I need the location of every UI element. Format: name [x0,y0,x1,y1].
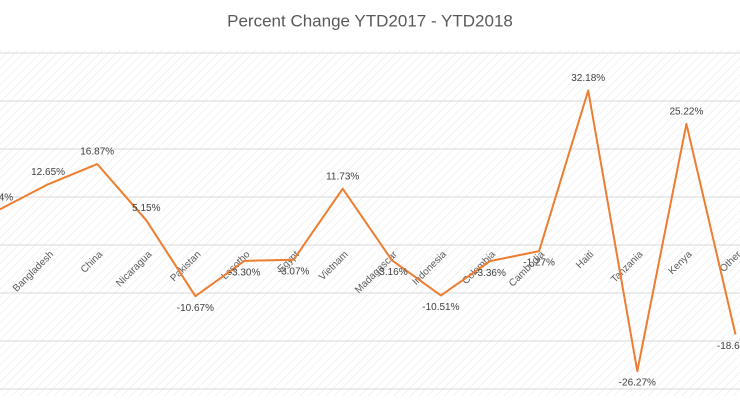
data-label: 5.15% [132,203,160,214]
data-label: -10.67% [177,303,214,314]
data-label: -10.51% [422,302,459,313]
data-label: 12.65% [31,167,65,178]
data-label: -3.07% [278,266,310,277]
data-label: -3.36% [474,268,506,279]
data-label: 7.34% [0,192,13,203]
plot-area [0,50,740,396]
data-label: 16.87% [80,147,114,158]
chart-title: Percent Change YTD2017 - YTD2018 [227,11,513,30]
data-label: 25.22% [669,107,703,118]
data-label: -3.16% [376,267,408,278]
data-label: 11.73% [326,171,359,182]
data-line [0,89,737,373]
data-label: -26.27% [619,378,656,389]
data-label: -18.64% [717,341,740,352]
data-label: 32.18% [571,73,605,84]
data-label: -1.27% [523,258,555,269]
data-label: -3.30% [229,267,261,278]
